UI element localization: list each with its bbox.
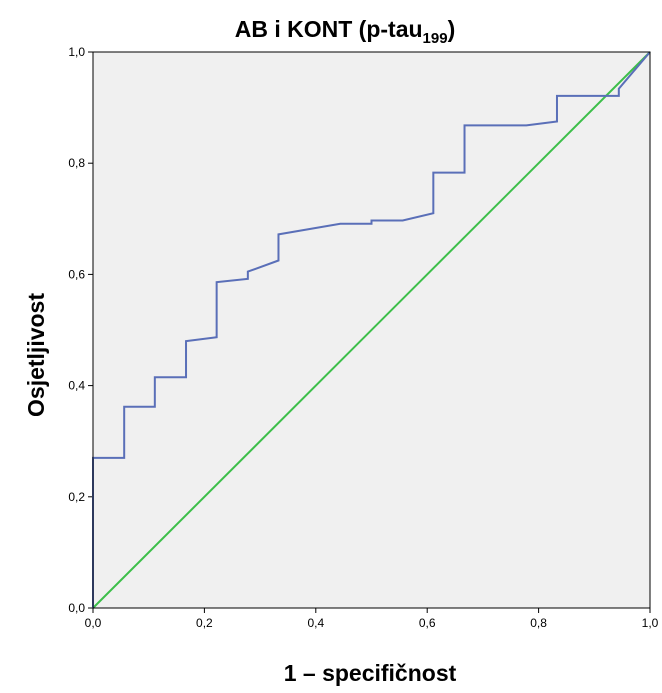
x-axis-label: 1 – specifičnost <box>284 660 457 686</box>
x-tick-label: 1,0 <box>642 616 659 630</box>
y-tick-label: 0,4 <box>68 379 85 393</box>
y-tick-label: 0,2 <box>68 490 85 504</box>
x-tick-label: 0,0 <box>85 616 102 630</box>
series-layer <box>92 51 651 609</box>
axis-ticks: 0,0 0,2 0,4 0,6 0,8 1,0 0,0 0,2 0,4 0,6 0,8 1,0 <box>68 45 658 630</box>
x-tick-label: 0,8 <box>530 616 547 630</box>
chart-title-main: AB i KONT (p-tau <box>235 16 423 42</box>
y-axis-label: Osjetljivost <box>23 293 49 417</box>
chart-title-subscript: 199 <box>423 30 448 47</box>
y-tick-label: 1,0 <box>68 45 85 59</box>
y-tick-label: 0,6 <box>68 267 85 281</box>
roc-curve-line <box>92 51 651 608</box>
reference-diagonal-line <box>92 51 651 609</box>
x-tick-label: 0,6 <box>419 616 436 630</box>
chart-title-suffix: ) <box>448 16 456 42</box>
y-tick-label: 0,0 <box>68 601 85 615</box>
y-tick-label: 0,8 <box>68 156 85 170</box>
chart-title: AB i KONT (p-tau199) <box>235 16 456 47</box>
x-tick-label: 0,2 <box>196 616 213 630</box>
x-tick-label: 0,4 <box>307 616 324 630</box>
plot-frame <box>92 51 651 609</box>
